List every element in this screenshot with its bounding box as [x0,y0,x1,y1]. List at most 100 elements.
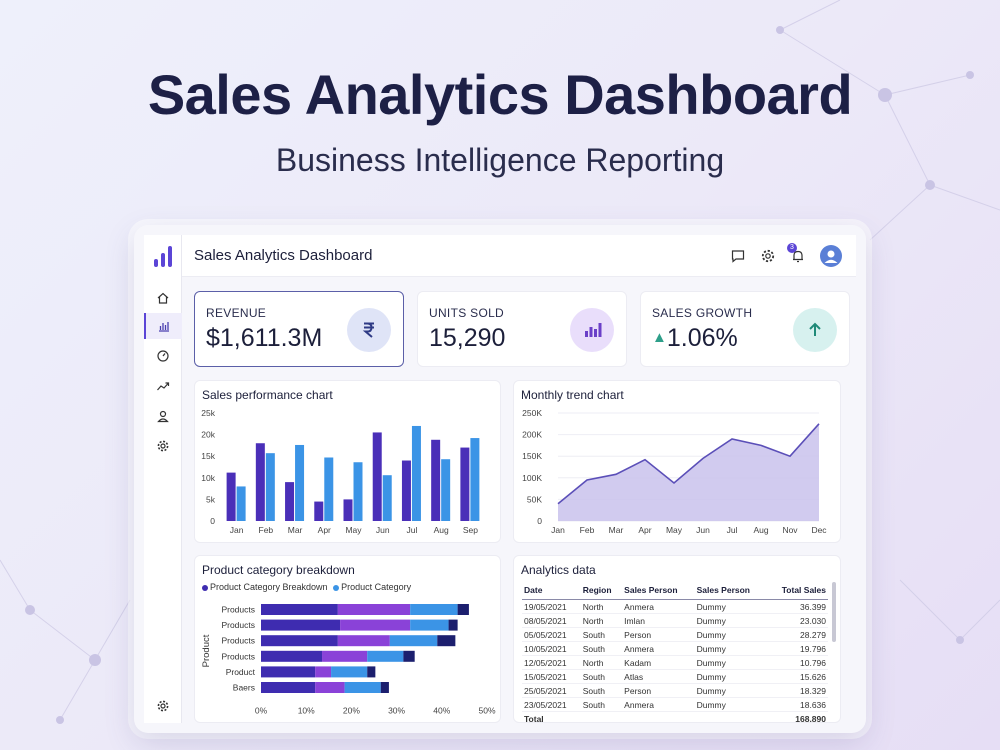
kpi-card-revenue[interactable]: REVENUE $1,611.3M [194,291,404,367]
x-tick-label: Aug [753,525,768,535]
table-row[interactable]: 23/05/2021 South Anmera Dummy 18.636 [522,697,828,712]
table-row[interactable]: 12/05/2021 North Kadam Dummy 10.796 [522,655,828,670]
kpi-card-sales-growth[interactable]: SALES GROWTH ▲1.06% [640,291,850,367]
message-icon[interactable] [730,248,746,264]
sidebar-item-home[interactable] [144,285,182,311]
y-tick-label: 0 [537,516,542,526]
column-header-total-sales[interactable]: Total Sales [767,582,828,600]
panel-title: Analytics data [521,563,596,577]
total-value: 168.890 [767,711,828,722]
table-row[interactable]: 10/05/2021 South Anmera Dummy 19.796 [522,641,828,656]
table-cell: Atlas [622,669,695,684]
table-row[interactable]: 05/05/2021 South Person Dummy 28.279 [522,627,828,642]
table-header-row: Date Region Sales Person Sales Person To… [522,582,828,600]
kpi-label: UNITS SOLD [429,306,505,320]
bar [382,475,392,521]
kpi-value: 15,290 [429,324,506,352]
table-scrollbar[interactable] [832,582,836,642]
table-cell: Dummy [694,627,768,642]
sidebar-item-performance[interactable] [144,343,182,369]
trend-icon [157,382,170,391]
y-tick-label: Products [221,620,255,630]
table-cell: 19.796 [767,641,828,656]
table-cell: Kadam [622,655,695,670]
bar-segment [367,650,404,662]
legend-swatch [333,584,340,591]
y-tick-label: 150K [522,451,542,461]
sidebar-item-users[interactable] [144,403,182,429]
bar [431,439,441,521]
y-tick-label: Products [221,605,255,615]
analytics-data-panel: Analytics data Date Region Sales Person … [513,555,841,723]
rupee-icon [347,308,391,352]
x-tick-label: Jul [727,525,738,535]
table-cell: Dummy [694,669,768,684]
sidebar-item-trends[interactable] [144,373,182,399]
product-breakdown-chart: Products Products Products Products Product B… [201,604,496,716]
bar [401,460,411,521]
table-cell: South [580,683,623,698]
table-cell: South [580,669,623,684]
table-row[interactable]: 08/05/2021 North Imlan Dummy 23.030 [522,613,828,628]
sidebar-item-settings[interactable] [144,433,182,459]
table-cell: North [580,655,623,670]
x-tick-label: Dec [811,525,827,535]
series-line [557,423,820,505]
column-header-date[interactable]: Date [522,582,581,600]
column-header-sales-person-2[interactable]: Sales Person [694,582,768,600]
table-cell: Dummy [694,641,768,656]
table-cell: 19/05/2021 [522,599,581,614]
x-tick-label: 20% [343,706,360,716]
table-cell: 05/05/2021 [522,627,581,642]
legend-swatch [202,584,208,591]
table-cell: Dummy [694,613,768,628]
bar-segment [261,666,316,678]
table-cell: 25/05/2021 [522,683,581,698]
table-cell: Person [622,683,695,698]
y-tick-label: 200K [522,430,542,440]
table-row[interactable]: 15/05/2021 South Atlas Dummy 15.626 [522,669,828,684]
kpi-card-units-sold[interactable]: UNITS SOLD 15,290 [417,291,627,367]
bar [314,501,324,521]
bell-icon[interactable] [790,248,806,264]
table-cell: Dummy [694,683,768,698]
sales-performance-chart: 0 5k 10k 15k 20k 25k Jan Feb Mar Apr May Jun Jul Aug S… [201,408,480,535]
table-cell: South [580,641,623,656]
bar-segment [380,682,389,693]
sidebar-footer-settings[interactable] [144,693,182,719]
bar-segment [261,682,316,693]
bar-segment [261,619,341,631]
table-cell [622,711,695,722]
x-tick-label: 30% [388,706,405,716]
x-tick-label: 0% [255,706,268,716]
table-cell: South [580,627,623,642]
bar [411,425,421,521]
bar [236,486,246,521]
bar [324,457,334,521]
table-row[interactable]: 25/05/2021 South Person Dummy 18.329 [522,683,828,698]
y-tick-label: 250K [522,408,542,418]
analytics-table: Date Region Sales Person Sales Person To… [522,582,828,722]
bar-segment [437,635,456,647]
table-row[interactable]: 19/05/2021 North Anmera Dummy 36.399 [522,599,828,614]
column-header-sales-person[interactable]: Sales Person [622,582,695,600]
sidebar-item-analytics[interactable] [144,313,182,339]
bar [226,472,236,521]
product-breakdown-panel: Products Products Products Products Product B… [194,555,501,723]
bar-segment [448,619,458,631]
x-tick-label: 50% [478,706,495,716]
y-tick-label: 20k [201,430,215,440]
bar [265,453,275,521]
bar-segment [340,619,411,631]
bar-segment [410,619,449,631]
table-cell [694,711,768,722]
top-bar: Sales Analytics Dashboard 3 [182,235,856,277]
bar-segment [315,682,345,693]
column-header-region[interactable]: Region [580,582,623,600]
monthly-trend-chart: 0 50K 100K 150K 200K 250K Jan Feb Mar Apr May Jun Ju… [522,408,827,535]
y-tick-label: 10k [201,473,215,483]
x-tick-label: Feb [259,525,274,535]
settings-gear-icon[interactable] [760,248,776,264]
x-tick-label: Jul [407,525,418,535]
user-avatar[interactable] [820,245,842,267]
